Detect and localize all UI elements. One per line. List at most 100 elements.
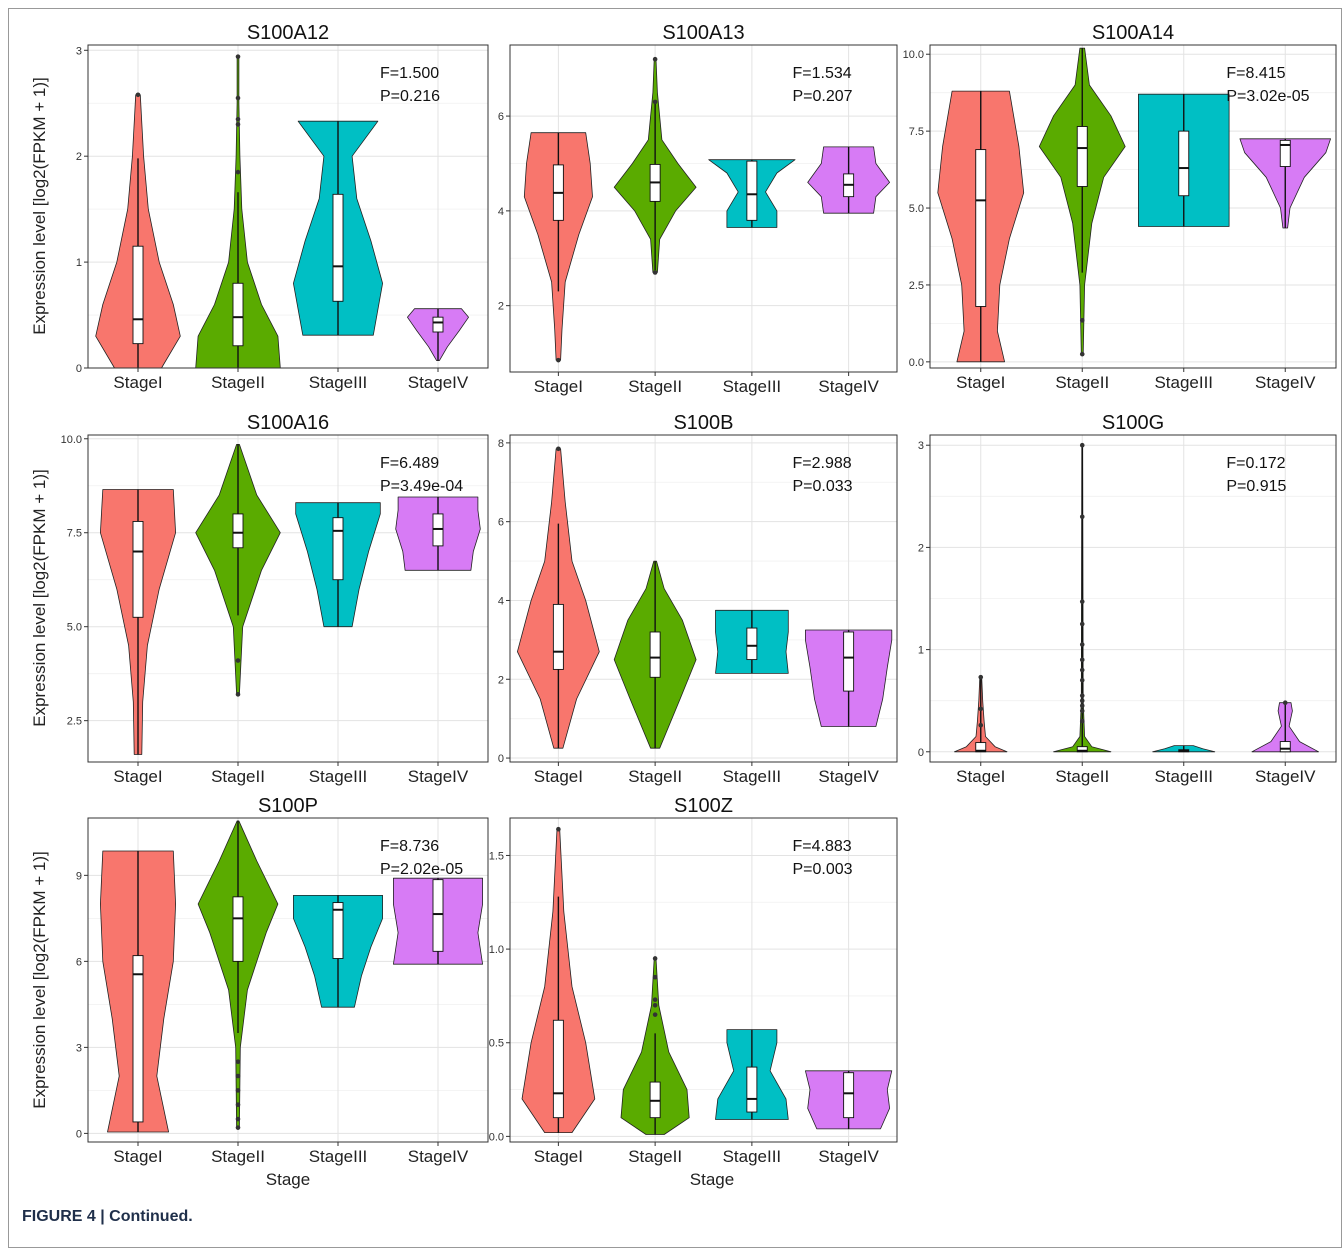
box-StageII <box>232 896 244 962</box>
panel-S100B: S100B 0 2 4 6 8 StageI StageII StageIII StageIV F=… <box>498 412 898 786</box>
plot-border <box>509 434 898 763</box>
x-tick-label: StageIV <box>818 1147 879 1166</box>
plot-border <box>509 44 898 373</box>
x-tick-label: StageI <box>113 767 162 786</box>
f-statistic: F=1.500 <box>380 65 439 82</box>
plot-border <box>87 817 489 1143</box>
outlier-point <box>978 674 984 680</box>
f-statistic: F=8.736 <box>380 838 439 855</box>
outlier-point <box>235 54 241 59</box>
panel-title: S100A12 <box>247 22 329 44</box>
x-axis-title: Stage <box>690 1170 734 1189</box>
y-tick-label: 0.5 <box>489 1038 504 1050</box>
box-StageIII <box>1178 130 1190 197</box>
y-tick-label: 2.5 <box>909 280 924 292</box>
y-tick-label: 1 <box>918 645 924 657</box>
panel-S100A14: S100A14 0.0 2.5 5.0 7.5 10.0 StageI StageII Stag… <box>903 22 1337 392</box>
outlier-point <box>1079 318 1085 323</box>
y-tick-label: 9 <box>76 870 82 882</box>
y-tick-label: 5.0 <box>67 622 82 634</box>
y-tick-label: 10.0 <box>903 49 924 61</box>
f-statistic: F=2.988 <box>793 455 852 472</box>
outlier-point <box>978 722 984 728</box>
plot-border <box>87 44 489 369</box>
box-StageII <box>1076 126 1088 187</box>
panel-title: S100A14 <box>1092 22 1174 44</box>
panel-title: S100Z <box>674 795 733 817</box>
x-tick-label: StageIII <box>1154 767 1213 786</box>
x-tick-label: StageIV <box>408 1147 469 1166</box>
outlier-point <box>235 122 241 127</box>
y-tick-label: 8 <box>498 438 504 450</box>
outlier-point <box>1079 642 1085 647</box>
p-value: P=2.02e-05 <box>380 861 463 878</box>
box-StageIV <box>1279 139 1291 167</box>
box-StageIII <box>746 627 758 661</box>
outlier-point <box>652 270 658 275</box>
y-tick-label: 5.0 <box>909 203 924 215</box>
box-StageIII <box>746 1066 758 1113</box>
plot-border <box>509 817 898 1143</box>
y-tick-label: 2 <box>498 301 504 313</box>
panel-S100A12: S100A12 0 1 2 3 StageI StageII StageIII StageIV F… <box>76 22 489 392</box>
p-value: P=0.003 <box>793 861 853 878</box>
panel-S100A16: S100A16 2.5 5.0 7.5 10.0 StageI StageII StageII… <box>61 412 489 786</box>
x-tick-label: StageI <box>534 767 583 786</box>
f-statistic: F=1.534 <box>793 65 852 82</box>
x-tick-label: StageIII <box>309 1147 368 1166</box>
p-value: P=3.02e-05 <box>1226 88 1309 105</box>
figure-caption: FIGURE 4 | Continued. <box>22 1208 193 1225</box>
box-StageI <box>132 955 144 1123</box>
outlier-point <box>235 1088 241 1093</box>
panel-title: S100G <box>1102 412 1164 434</box>
x-tick-label: StageIII <box>309 767 368 786</box>
plot-border <box>929 44 1337 369</box>
x-tick-label: StageIV <box>818 767 879 786</box>
x-tick-label: StageII <box>628 767 682 786</box>
y-tick-label: 0 <box>76 1128 82 1140</box>
panel-S100G: S100G 0 1 2 3 StageI StageII StageIII StageIV F=0… <box>918 412 1337 786</box>
outlier-point <box>235 692 241 697</box>
outlier-point <box>556 826 561 832</box>
outlier-point <box>235 1073 241 1079</box>
box-StageII <box>232 513 244 549</box>
y-tick-label: 4 <box>498 206 504 218</box>
panel-title: S100A16 <box>247 412 329 434</box>
x-tick-label: StageIV <box>1255 767 1316 786</box>
x-tick-label: StageII <box>211 1147 265 1166</box>
y-tick-label: 2 <box>76 151 82 163</box>
box-StageI <box>552 1019 564 1119</box>
x-tick-label: StageIV <box>408 767 469 786</box>
x-tick-label: StageI <box>956 373 1005 392</box>
outlier-point <box>652 974 658 980</box>
y-tick-label: 7.5 <box>67 528 82 540</box>
y-axis-title: Expression level [log2(FPKM + 1)] <box>30 851 49 1108</box>
x-axis-title: Stage <box>266 1170 310 1189</box>
p-value: P=0.207 <box>793 88 853 105</box>
x-tick-label: StageII <box>628 1147 682 1166</box>
p-value: P=3.49e-04 <box>380 478 463 495</box>
outlier-point <box>652 1012 658 1017</box>
outlier-point <box>1079 718 1085 724</box>
outlier-point <box>235 169 241 175</box>
x-tick-label: StageI <box>113 373 162 392</box>
x-tick-label: StageIII <box>1154 373 1213 392</box>
y-tick-label: 7.5 <box>909 126 924 138</box>
box-StageIII <box>332 902 344 959</box>
y-tick-label: 2 <box>498 674 504 686</box>
x-tick-label: StageI <box>534 377 583 396</box>
x-tick-label: StageI <box>534 1147 583 1166</box>
box-StageIII <box>332 193 344 302</box>
outlier-point <box>652 56 658 62</box>
y-tick-label: 1.0 <box>489 944 504 956</box>
y-axis-title: Expression level [log2(FPKM + 1)] <box>30 77 49 334</box>
y-tick-label: 0 <box>918 747 924 759</box>
x-tick-label: StageII <box>1055 373 1109 392</box>
box-StageI <box>132 520 144 618</box>
outlier-point <box>235 1125 241 1130</box>
x-tick-label: StageIII <box>309 373 368 392</box>
y-tick-label: 0.0 <box>909 357 924 369</box>
outlier-point <box>1282 700 1288 706</box>
x-tick-label: StageIV <box>1255 373 1316 392</box>
plot-border <box>87 434 489 763</box>
